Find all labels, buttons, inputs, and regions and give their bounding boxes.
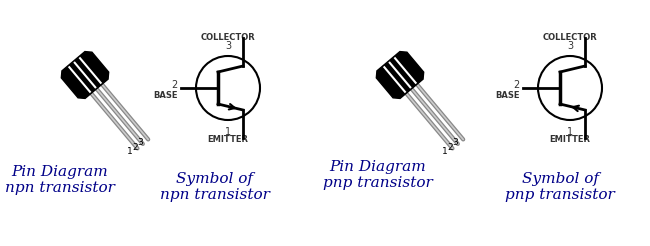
Text: Symbol of: Symbol of (177, 172, 254, 186)
Text: 3: 3 (452, 138, 458, 147)
Text: COLLECTOR: COLLECTOR (201, 33, 255, 42)
Text: EMITTER: EMITTER (207, 135, 248, 144)
Text: 1: 1 (441, 147, 447, 156)
Polygon shape (61, 52, 109, 98)
Text: 2: 2 (172, 80, 178, 90)
Text: 3: 3 (137, 138, 143, 147)
Polygon shape (376, 52, 424, 98)
Text: BASE: BASE (153, 91, 178, 99)
Text: 3: 3 (225, 41, 231, 51)
Text: Pin Diagram: Pin Diagram (330, 160, 426, 174)
Text: 1: 1 (567, 127, 573, 137)
Text: pnp transistor: pnp transistor (505, 188, 615, 202)
Text: 2: 2 (447, 143, 452, 152)
Text: 1: 1 (225, 127, 231, 137)
Text: 1: 1 (127, 147, 132, 156)
Text: 2: 2 (514, 80, 520, 90)
Text: Pin Diagram: Pin Diagram (12, 165, 109, 179)
Text: Symbol of: Symbol of (521, 172, 599, 186)
Text: 2: 2 (132, 143, 138, 152)
Text: npn transistor: npn transistor (5, 181, 115, 195)
Text: npn transistor: npn transistor (160, 188, 270, 202)
Text: pnp transistor: pnp transistor (323, 176, 433, 190)
Text: COLLECTOR: COLLECTOR (543, 33, 597, 42)
Text: 3: 3 (567, 41, 573, 51)
Text: BASE: BASE (495, 91, 520, 99)
Text: EMITTER: EMITTER (549, 135, 590, 144)
